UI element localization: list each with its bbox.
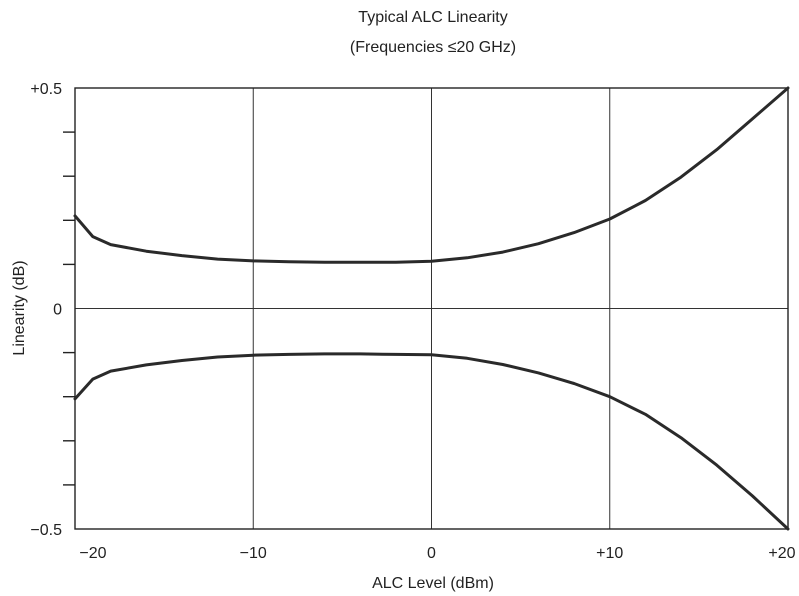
y-tick-label-0: +0.5 bbox=[30, 81, 62, 98]
x-tick-label-4: +20 bbox=[768, 545, 795, 562]
y-tick-label-1: 0 bbox=[53, 302, 62, 319]
x-axis-label: ALC Level (dBm) bbox=[372, 575, 494, 592]
y-tick-labels: +0.5 0 −0.5 bbox=[30, 81, 62, 539]
plot-frame bbox=[74, 87, 789, 530]
chart-subtitle: (Frequencies ≤20 GHz) bbox=[350, 39, 516, 56]
x-tick-label-3: +10 bbox=[596, 545, 623, 562]
grid-lines bbox=[75, 88, 788, 529]
x-tick-label-0: −20 bbox=[79, 545, 106, 562]
series-group bbox=[73, 86, 790, 531]
x-tick-label-2: 0 bbox=[427, 545, 436, 562]
x-tick-label-1: −10 bbox=[240, 545, 267, 562]
upper-linearity-curve bbox=[73, 86, 790, 264]
x-tick-labels: −20 −10 0 +10 +20 bbox=[79, 545, 795, 562]
y-tick-label-2: −0.5 bbox=[30, 522, 62, 539]
chart-title: Typical ALC Linearity bbox=[358, 9, 507, 26]
y-axis-label: Linearity (dB) bbox=[11, 260, 28, 355]
y-minor-ticks bbox=[63, 131, 75, 486]
lower-linearity-curve bbox=[73, 352, 790, 531]
